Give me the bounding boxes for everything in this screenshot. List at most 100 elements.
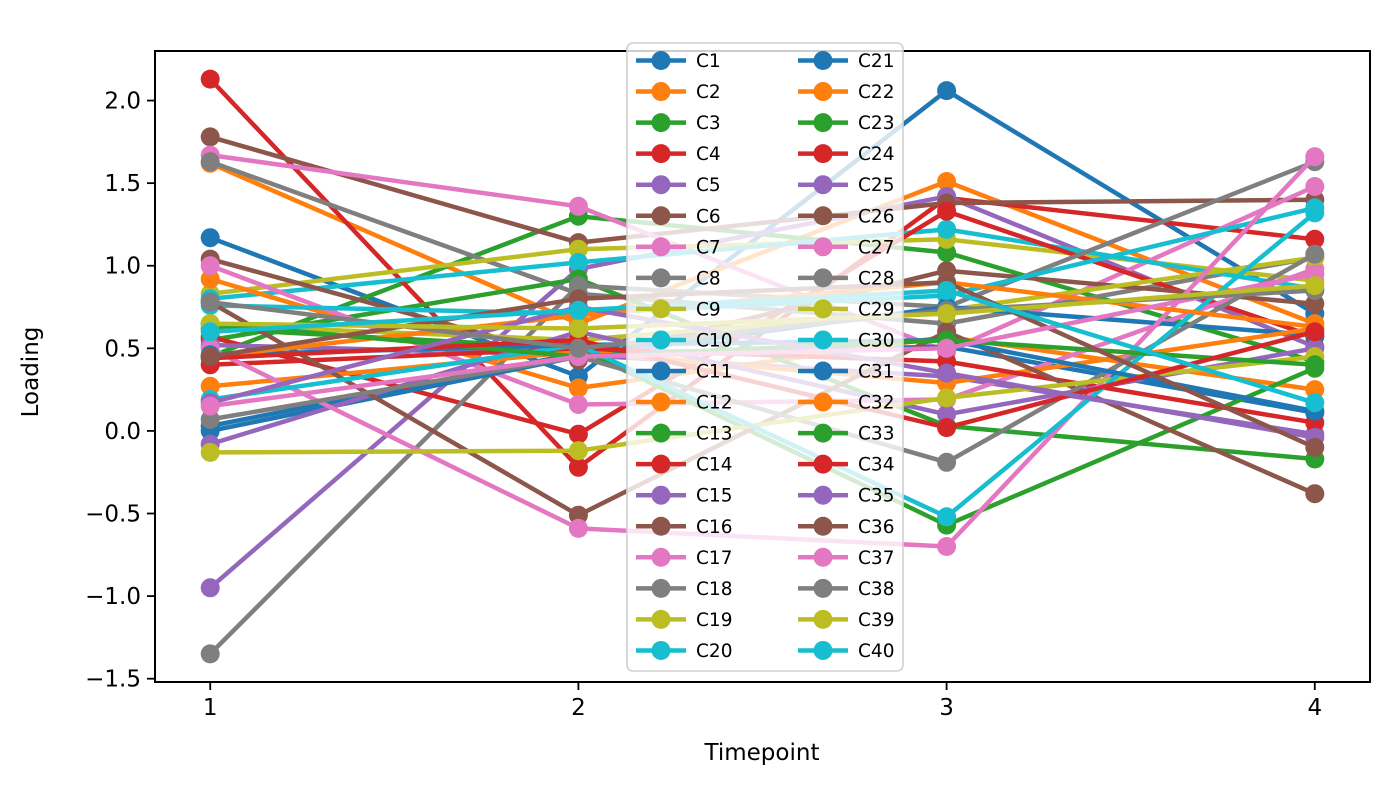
series-marker bbox=[937, 452, 957, 472]
y-tick-label: 1.5 bbox=[104, 171, 141, 197]
legend-label: C1 bbox=[696, 51, 721, 72]
legend-label: C22 bbox=[858, 82, 894, 103]
series-marker bbox=[568, 457, 588, 477]
series-marker bbox=[937, 418, 957, 438]
legend-marker-icon bbox=[813, 640, 833, 660]
series-marker bbox=[1305, 244, 1325, 264]
legend-marker-icon bbox=[813, 206, 833, 226]
legend-entry-C17: C17 bbox=[636, 547, 732, 569]
series-marker bbox=[1305, 229, 1325, 249]
legend-label: C7 bbox=[696, 237, 721, 258]
legend-label: C38 bbox=[858, 579, 894, 600]
y-tick-label: 1.0 bbox=[104, 254, 141, 280]
y-tick-label: −1.5 bbox=[85, 667, 141, 693]
series-marker bbox=[1305, 294, 1325, 314]
series-marker bbox=[568, 300, 588, 320]
legend-entry-C34: C34 bbox=[798, 454, 894, 476]
legend-label: C30 bbox=[858, 330, 894, 351]
legend-entry-C28: C28 bbox=[798, 268, 894, 289]
series-marker bbox=[200, 409, 220, 429]
series-marker bbox=[1305, 437, 1325, 457]
legend-entry-C14: C14 bbox=[636, 454, 732, 476]
series-marker bbox=[1305, 355, 1325, 375]
legend-entry-C40: C40 bbox=[798, 640, 894, 662]
legend-marker-icon bbox=[651, 578, 671, 598]
series-marker bbox=[568, 424, 588, 444]
legend-entry-C26: C26 bbox=[798, 206, 894, 227]
legend-label: C17 bbox=[696, 548, 732, 569]
legend-label: C31 bbox=[858, 362, 894, 383]
series-marker bbox=[568, 239, 588, 259]
series-marker bbox=[937, 338, 957, 358]
series-marker bbox=[937, 363, 957, 383]
legend-entry-C5: C5 bbox=[636, 175, 721, 196]
legend-entry-C32: C32 bbox=[798, 392, 894, 414]
legend-label: C20 bbox=[696, 641, 732, 662]
series-marker bbox=[200, 578, 220, 598]
series-marker bbox=[568, 395, 588, 414]
legend-marker-icon bbox=[813, 51, 833, 70]
legend-entry-C6: C6 bbox=[636, 206, 721, 227]
legend-entry-C35: C35 bbox=[798, 485, 894, 507]
legend-entry-C8: C8 bbox=[636, 268, 721, 289]
series-marker bbox=[568, 319, 588, 338]
legend-marker-icon bbox=[813, 144, 833, 164]
legend-marker-icon bbox=[651, 361, 671, 381]
legend-label: C10 bbox=[696, 330, 732, 351]
legend-label: C19 bbox=[696, 610, 732, 631]
legend-label: C28 bbox=[858, 268, 894, 289]
series-marker bbox=[200, 256, 220, 276]
legend-label: C32 bbox=[858, 393, 894, 414]
legend-marker-icon bbox=[813, 454, 833, 474]
series-marker bbox=[200, 152, 220, 172]
series-marker bbox=[568, 252, 588, 272]
legend-marker-icon bbox=[813, 299, 833, 319]
legend-entry-C13: C13 bbox=[636, 423, 732, 445]
legend-marker-icon bbox=[813, 485, 833, 505]
series-marker bbox=[937, 281, 957, 300]
series-marker bbox=[200, 376, 220, 396]
legend-label: C18 bbox=[696, 579, 732, 600]
legend-entry-C7: C7 bbox=[636, 237, 721, 258]
legend-entry-C15: C15 bbox=[636, 485, 732, 507]
legend-marker-icon bbox=[651, 609, 671, 629]
legend-entry-C12: C12 bbox=[636, 392, 732, 414]
legend-label: C6 bbox=[696, 206, 721, 227]
legend-marker-icon bbox=[651, 144, 671, 164]
series-marker bbox=[200, 69, 220, 89]
series-marker bbox=[1305, 203, 1325, 223]
x-axis-label: Timepoint bbox=[704, 740, 820, 766]
y-tick-label: 2.0 bbox=[104, 89, 141, 115]
x-tick-label: 3 bbox=[939, 695, 954, 721]
legend-marker-icon bbox=[651, 299, 671, 319]
legend-marker-icon bbox=[813, 547, 833, 567]
legend-entry-C38: C38 bbox=[798, 578, 894, 600]
series-marker bbox=[937, 219, 957, 239]
legend-entry-C39: C39 bbox=[798, 609, 894, 631]
legend-marker-icon bbox=[651, 454, 671, 474]
series-marker bbox=[1305, 276, 1325, 296]
series-marker bbox=[937, 304, 957, 324]
y-tick-label: −1.0 bbox=[85, 584, 141, 610]
legend-label: C8 bbox=[696, 268, 721, 289]
series-marker bbox=[200, 292, 220, 312]
series-marker bbox=[937, 388, 957, 408]
legend-marker-icon bbox=[813, 113, 833, 133]
x-tick-label: 4 bbox=[1307, 695, 1322, 721]
legend-entry-C31: C31 bbox=[798, 361, 894, 383]
legend-marker-icon bbox=[651, 547, 671, 567]
legend-label: C33 bbox=[858, 424, 894, 445]
legend-marker-icon bbox=[651, 330, 671, 350]
legend-entry-C4: C4 bbox=[636, 144, 721, 165]
legend-marker-icon bbox=[813, 361, 833, 381]
legend-label: C21 bbox=[858, 51, 894, 72]
series-marker bbox=[1305, 177, 1325, 196]
series-marker bbox=[1305, 393, 1325, 413]
legend-entry-C25: C25 bbox=[798, 175, 894, 196]
legend-entry-C22: C22 bbox=[798, 82, 894, 103]
legend-marker-icon bbox=[813, 423, 833, 443]
legend-marker-icon bbox=[813, 392, 833, 412]
legend-entry-C2: C2 bbox=[636, 82, 721, 103]
